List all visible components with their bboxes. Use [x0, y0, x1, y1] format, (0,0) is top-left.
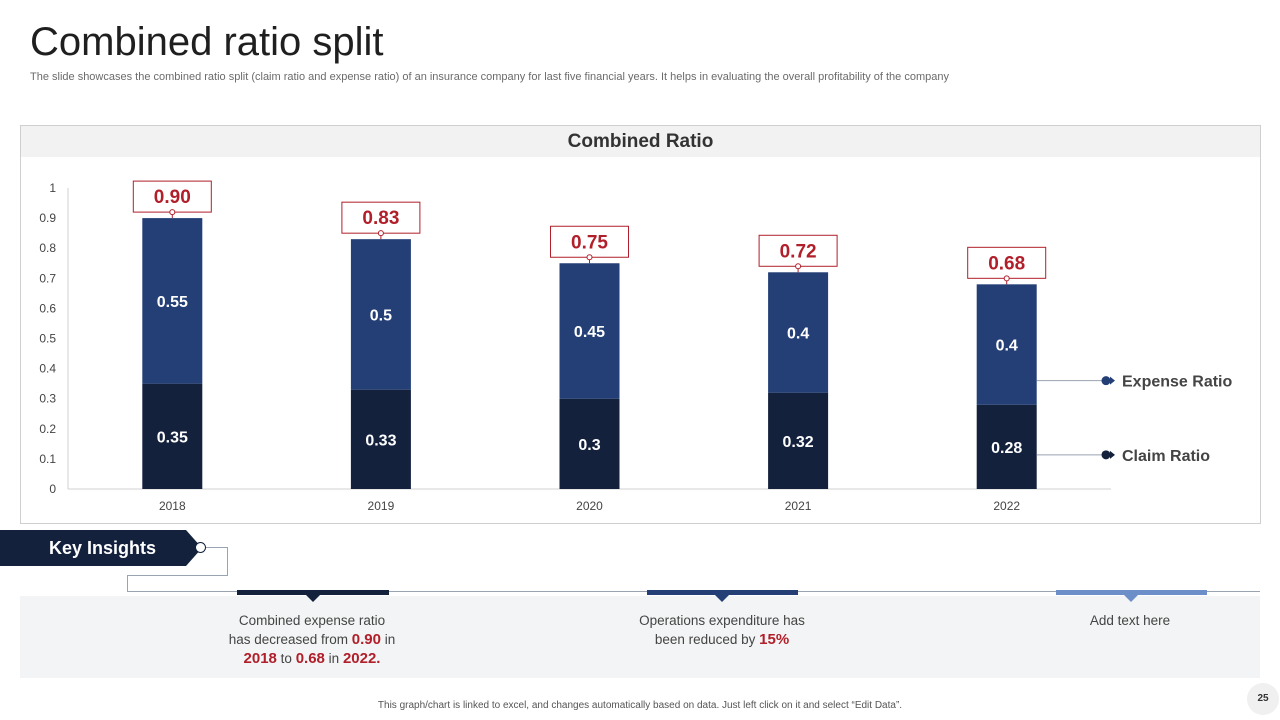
key-insights-tab: Key Insights	[0, 530, 202, 566]
total-value-label: 0.75	[571, 232, 608, 253]
insight-pointer-2	[715, 595, 729, 602]
x-tick-label: 2020	[576, 499, 603, 513]
total-label-box	[341, 201, 421, 234]
legend-arrow-icon	[1110, 450, 1115, 459]
y-tick-label: 0.2	[39, 422, 56, 436]
legend-label: Expense Ratio	[1122, 374, 1232, 391]
insight-accent-bar-3	[1056, 590, 1207, 595]
chart-panel: Combined Ratio 0 0.1 0.2 0.3 0.4 0.5 0.6 0.7 0.8…	[20, 125, 1261, 524]
y-tick-label: 0.8	[39, 241, 56, 255]
page-number: 25	[1247, 683, 1279, 715]
insight-pointer-1	[306, 595, 320, 602]
chart-title: Combined Ratio	[21, 126, 1260, 157]
y-tick-label: 0.5	[39, 332, 56, 346]
insight-2-line2: been reduced by 15%	[654, 631, 790, 648]
page-subtitle: The slide showcases the combined ratio s…	[30, 71, 949, 83]
insight-3-placeholder: Add text here	[1089, 613, 1171, 628]
insight-card-3: Add text here	[1020, 611, 1240, 630]
total-value-label: 0.83	[362, 208, 399, 229]
bar-value-label: 0.3	[578, 437, 600, 454]
key-insights-heading: Key Insights	[49, 538, 157, 558]
insight-card-1: Combined expense ratio has decreased fro…	[202, 611, 422, 668]
insight-accent-bar-2	[647, 590, 798, 595]
insights-panel	[20, 596, 1260, 678]
insight-1-line3: 2018 to 0.68 in 2022.	[243, 650, 381, 667]
legend-marker	[1101, 450, 1111, 460]
connector-line	[227, 547, 228, 576]
total-label-dot	[377, 230, 384, 237]
page-title: Combined ratio split	[30, 20, 384, 64]
y-tick-label: 0.9	[39, 211, 56, 225]
y-tick-label: 1	[49, 181, 56, 195]
total-label-box	[132, 180, 212, 213]
bar-value-label: 0.32	[783, 434, 814, 451]
total-value-label: 0.68	[988, 253, 1025, 274]
bar-value-label: 0.35	[157, 429, 188, 446]
insight-1-line1: Combined expense ratio	[238, 613, 386, 628]
combined-ratio-chart: 0 0.1 0.2 0.3 0.4 0.5 0.6 0.7 0.8 0.9 1 0.35 0.55 0.9…	[39, 180, 1232, 513]
total-label-dot	[586, 254, 593, 261]
legend-arrow-icon	[1110, 376, 1115, 385]
total-label-box	[967, 246, 1047, 279]
x-tick-label: 2019	[368, 499, 395, 513]
y-tick-label: 0.1	[39, 452, 56, 466]
insight-card-2: Operations expenditure has been reduced …	[612, 611, 832, 649]
bar-value-label: 0.4	[996, 338, 1018, 355]
insight-1-line2: has decreased from 0.90 in	[228, 631, 396, 648]
total-value-label: 0.90	[154, 187, 191, 208]
insight-2-value: 15%	[759, 631, 790, 648]
total-label-box	[758, 234, 838, 267]
bar-segment-expense-ratio	[559, 263, 620, 399]
bar-segment-expense-ratio	[142, 218, 203, 384]
x-tick-label: 2022	[993, 499, 1020, 513]
x-tick-label: 2021	[785, 499, 812, 513]
footer-note: This graph/chart is linked to excel, and…	[377, 700, 903, 711]
insight-accent-bar-1	[237, 590, 389, 595]
bar-value-label: 0.4	[787, 325, 809, 342]
total-label-dot	[795, 263, 802, 270]
bar-value-label: 0.55	[157, 294, 188, 311]
insight-2-line1: Operations expenditure has	[639, 613, 805, 628]
total-value-label: 0.72	[780, 241, 817, 262]
x-tick-label: 2018	[159, 499, 186, 513]
y-tick-label: 0.7	[39, 271, 56, 285]
total-label-dot	[169, 209, 176, 216]
connector-line	[127, 575, 128, 592]
insight-1-year-start: 2018	[243, 650, 277, 667]
bar-segment-claim-ratio	[976, 404, 1037, 489]
bar-value-label: 0.45	[574, 324, 605, 341]
total-label-dot	[1003, 275, 1010, 282]
bar-segment-claim-ratio	[559, 398, 620, 489]
bar-segment-claim-ratio	[768, 392, 829, 489]
bar-segment-expense-ratio	[350, 239, 411, 390]
bar-segment-claim-ratio	[350, 389, 411, 489]
insight-1-year-end: 2022.	[342, 650, 381, 667]
insight-1-value-start: 0.90	[351, 631, 381, 648]
legend-label: Claim Ratio	[1122, 448, 1210, 465]
total-label-box	[550, 225, 629, 258]
key-insights-arrow-shape	[0, 530, 202, 566]
insight-1-value-end: 0.68	[295, 650, 325, 667]
legend-marker	[1101, 376, 1111, 386]
bar-segment-expense-ratio	[768, 272, 829, 393]
connector-line	[127, 575, 228, 576]
insight-pointer-3	[1124, 595, 1138, 602]
bar-segment-claim-ratio	[142, 383, 203, 489]
bar-segment-expense-ratio	[976, 284, 1037, 405]
y-tick-label: 0.3	[39, 392, 56, 406]
y-tick-label: 0.4	[39, 362, 56, 376]
bar-value-label: 0.28	[991, 440, 1022, 457]
y-tick-label: 0	[49, 482, 56, 496]
bar-value-label: 0.33	[365, 432, 396, 449]
connector-dot	[195, 542, 206, 553]
y-tick-label: 0.6	[39, 301, 56, 315]
bar-value-label: 0.5	[370, 307, 392, 324]
connector-line	[206, 547, 228, 548]
